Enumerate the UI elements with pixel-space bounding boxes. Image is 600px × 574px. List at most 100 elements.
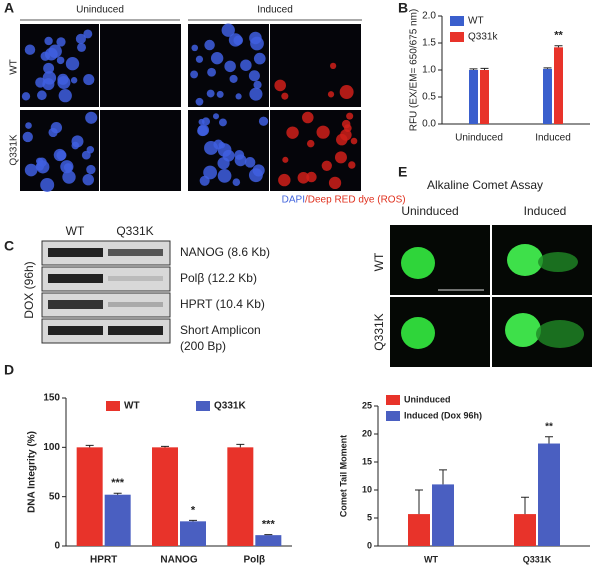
x-tick-label: Induced <box>535 133 571 144</box>
bar <box>543 68 552 124</box>
cell <box>302 111 314 124</box>
cell <box>201 117 211 126</box>
cell <box>250 36 264 51</box>
microscopy-grid <box>20 23 361 192</box>
cell <box>274 79 286 92</box>
cell <box>203 165 218 180</box>
error-bar <box>521 496 529 515</box>
column-label: Induced <box>257 5 293 16</box>
cell <box>42 71 57 85</box>
cell <box>282 156 289 163</box>
error-bar <box>469 68 478 70</box>
cell <box>195 55 204 63</box>
bar <box>408 514 430 546</box>
cell <box>37 90 47 101</box>
cell <box>197 125 208 137</box>
panel-letter: D <box>4 362 14 378</box>
bar <box>180 521 206 546</box>
cell <box>346 112 354 120</box>
cell <box>297 171 310 184</box>
cell <box>219 118 227 127</box>
bar <box>76 447 103 546</box>
y-tick-label: 0.5 <box>422 92 436 103</box>
cell <box>348 161 356 169</box>
cell <box>281 92 289 100</box>
panel-letter: B <box>398 0 408 16</box>
cell <box>327 91 335 98</box>
x-tick-label: Q331K <box>523 554 552 564</box>
cell <box>228 33 243 47</box>
cell <box>83 73 95 86</box>
cell <box>37 157 47 167</box>
error-bar <box>480 67 489 70</box>
cell <box>234 154 247 167</box>
bar <box>469 70 478 124</box>
legend-label: WT <box>468 16 484 27</box>
cell <box>62 170 76 184</box>
legend-swatch <box>106 401 120 411</box>
cell <box>60 160 74 174</box>
x-tick-label: NANOG <box>160 555 197 566</box>
cell <box>48 44 62 58</box>
cell <box>217 143 232 157</box>
cell <box>306 139 315 148</box>
cell <box>85 111 98 124</box>
error-bar <box>554 45 563 48</box>
cell <box>82 173 94 186</box>
cell <box>232 178 241 186</box>
cell <box>329 62 337 70</box>
band-label: Polβ (12.2 Kb) <box>180 271 257 285</box>
error-bar <box>236 443 245 448</box>
cell <box>24 44 36 55</box>
x-tick-label: Polβ <box>243 555 265 566</box>
cell <box>190 70 199 79</box>
cell <box>56 56 65 65</box>
bar <box>104 494 131 546</box>
cell <box>244 157 256 168</box>
significance: *** <box>111 477 125 489</box>
lane-label: WT <box>66 224 85 238</box>
cell <box>21 92 31 101</box>
cell <box>57 75 71 90</box>
cell <box>24 163 38 177</box>
bar <box>538 443 560 546</box>
significance: ** <box>545 421 553 432</box>
cell <box>286 126 299 139</box>
cell <box>224 60 236 73</box>
cell <box>306 171 317 183</box>
error-bar <box>85 444 94 448</box>
y-tick-label: 5 <box>367 512 372 522</box>
y-tick-label: 10 <box>362 484 372 494</box>
bar <box>152 447 178 546</box>
x-tick-label: Uninduced <box>455 133 503 144</box>
column-label: Uninduced <box>401 204 458 218</box>
y-tick-label: 0.0 <box>422 119 436 130</box>
caption-ros: /Deep RED dye (ROS) <box>305 195 406 206</box>
cell <box>217 168 232 183</box>
error-bar <box>113 492 122 495</box>
band-label: NANOG (8.6 Kb) <box>180 245 270 259</box>
bar <box>554 47 563 124</box>
cell <box>235 93 242 100</box>
bar <box>227 447 254 546</box>
bar <box>480 70 489 124</box>
band-label: Short Amplicon <box>180 323 261 337</box>
cell <box>350 137 358 145</box>
y-tick-label: 2.0 <box>422 11 436 22</box>
cell <box>44 36 53 46</box>
cell <box>253 80 262 89</box>
panel-letter: A <box>4 0 14 16</box>
legend-label: Uninduced <box>404 394 451 404</box>
cell <box>70 77 78 84</box>
bar <box>514 514 536 546</box>
legend-label: Q331K <box>214 401 246 412</box>
cell <box>195 97 204 106</box>
gel <box>41 240 171 344</box>
y-tick-label: 1.0 <box>422 65 436 76</box>
cell <box>216 90 224 98</box>
cell <box>40 51 50 61</box>
x-tick-label: WT <box>424 554 438 564</box>
y-tick-label: 50 <box>49 491 61 502</box>
